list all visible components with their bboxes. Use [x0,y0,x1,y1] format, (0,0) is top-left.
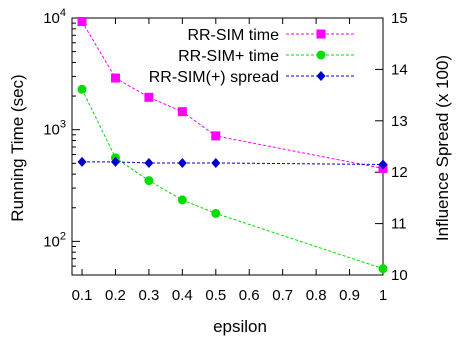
y-tick-label: 103 [43,119,66,139]
series-group [77,17,388,274]
data-point-0 [177,107,187,117]
data-point-1 [144,176,154,186]
x-tick-label: 0.8 [306,287,327,304]
y2-tick-label: 14 [391,61,408,78]
legend-marker [316,50,326,60]
data-point-2 [378,159,388,170]
legend-label: RR-SIM(+) spread [149,69,279,86]
data-point-0 [110,73,120,83]
data-point-0 [144,92,154,102]
x-axis-title: epsilon [213,317,267,336]
legend-marker [316,29,326,39]
x-tick-label: 1 [379,287,387,304]
data-point-1 [177,195,187,205]
data-point-1 [211,208,221,218]
data-point-2 [77,156,87,167]
plot-frame-group [71,17,384,276]
x-tick-label: 0.1 [72,287,93,304]
y-tick-label: 104 [43,7,66,27]
y-axis-title: Running Time (sec) [8,74,27,221]
y2-axis-title: Influence Spread (x 100) [433,55,452,241]
data-point-1 [378,264,388,274]
y-tick-label: 102 [43,230,66,250]
x-tick-label: 0.5 [205,287,226,304]
series-line-1 [81,89,384,270]
x-tick-label: 0.3 [138,287,159,304]
legend-label: RR-SIM+ time [178,48,279,65]
y2-tick-label: 13 [391,113,408,130]
data-point-0 [211,131,221,141]
x-tick-label: 0.2 [105,287,126,304]
data-point-2 [211,157,221,168]
legend: RR-SIM time RR-SIM+ time RR-SIM(+) spread [149,27,356,86]
x-tick-label: 0.9 [339,287,360,304]
y2-tick-label: 10 [391,267,408,284]
legend-label: RR-SIM time [187,27,279,44]
data-point-2 [144,157,154,168]
data-point-1 [77,84,87,94]
data-point-2 [177,157,187,168]
legend-marker [316,71,326,81]
x-tick-label: 0.6 [239,287,260,304]
data-point-2 [110,156,120,167]
series-line-0 [81,21,384,169]
y2-tick-label: 12 [391,164,408,181]
x-tick-label: 0.7 [272,287,293,304]
x-tick-label: 0.4 [172,287,193,304]
tick-label-group: 0.1 0.2 0.3 0.4 0.5 0.6 0.7 0.8 0.9 1 102 103 104 10 1… [43,7,408,304]
y2-tick-label: 11 [391,216,407,233]
y2-tick-label: 15 [391,10,408,27]
data-point-0 [77,17,87,27]
series-line-2 [82,161,384,165]
